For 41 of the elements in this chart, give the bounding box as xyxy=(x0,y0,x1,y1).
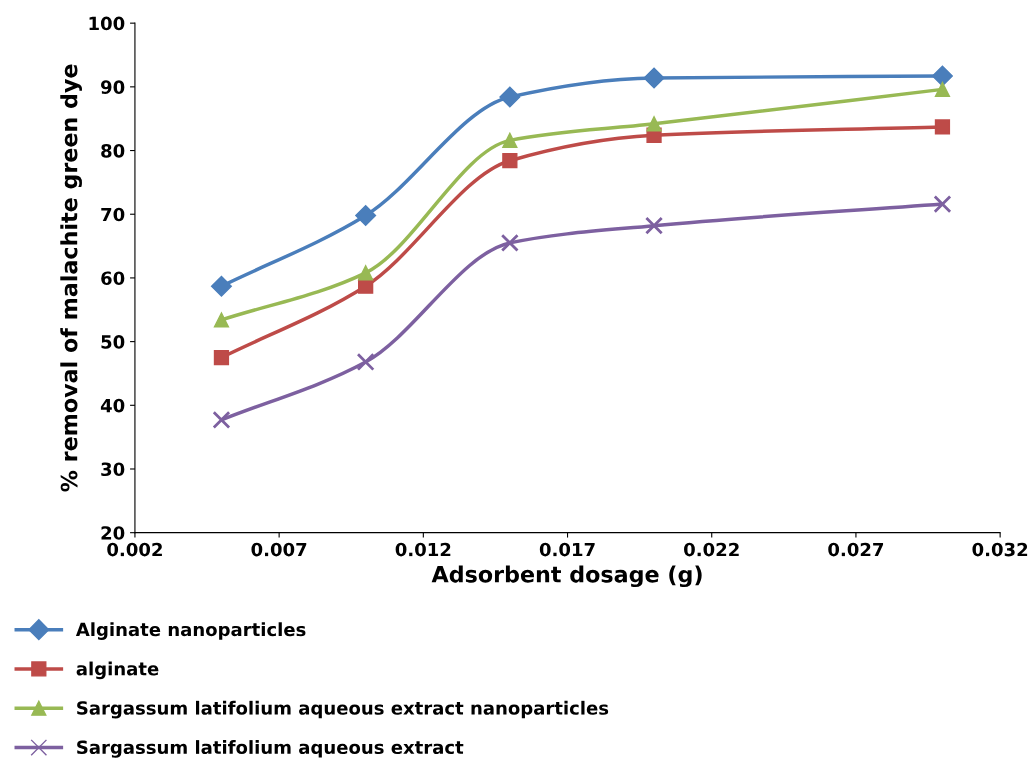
point xyxy=(355,204,377,227)
point xyxy=(500,233,519,252)
point xyxy=(502,132,518,148)
point xyxy=(358,278,374,294)
y-tick-label: 80 xyxy=(101,144,125,158)
y-tick-label: 40 xyxy=(100,398,125,413)
point xyxy=(934,81,951,98)
legend-label: alginate xyxy=(76,661,159,680)
point xyxy=(212,410,231,429)
x-tick-label: 0.002 xyxy=(107,542,162,557)
x-axis-title: Adsorbent dosage (g) xyxy=(431,565,702,588)
point xyxy=(210,275,232,297)
y-tick-label: 20 xyxy=(101,526,125,540)
x-tick-label: 0.012 xyxy=(395,542,451,557)
point xyxy=(502,153,518,169)
point xyxy=(643,67,665,89)
y-tick-label: 70 xyxy=(101,207,125,222)
point xyxy=(646,116,662,132)
point xyxy=(934,119,951,135)
x-tick-label: 0.022 xyxy=(684,542,739,557)
point xyxy=(933,195,952,214)
legend-label: Sargassum latifolium aqueous extract nanoparticles xyxy=(77,700,609,719)
point xyxy=(931,65,953,87)
point xyxy=(499,86,521,108)
y-axis-title: % removal of malachite green dye xyxy=(60,64,82,492)
x-tick-label: 0.027 xyxy=(828,542,884,557)
legend-label: Alginate nanoparticles xyxy=(75,622,306,640)
x-tick-label: 0.017 xyxy=(539,542,595,557)
point xyxy=(645,216,664,235)
y-tick-label: 50 xyxy=(101,335,125,349)
x-tick-label: 0.032 xyxy=(972,542,1028,557)
point xyxy=(213,312,230,328)
point xyxy=(358,265,374,281)
x-tick-label: 0.007 xyxy=(251,542,307,557)
y-tick-label: 60 xyxy=(101,271,125,286)
y-tick-label: 90 xyxy=(101,80,125,94)
point xyxy=(213,349,230,366)
y-tick-label: 30 xyxy=(101,462,125,477)
point xyxy=(356,352,375,372)
y-tick-label: 100 xyxy=(89,16,125,31)
legend-label: Sargassum latifolium aqueous extract xyxy=(77,740,464,758)
